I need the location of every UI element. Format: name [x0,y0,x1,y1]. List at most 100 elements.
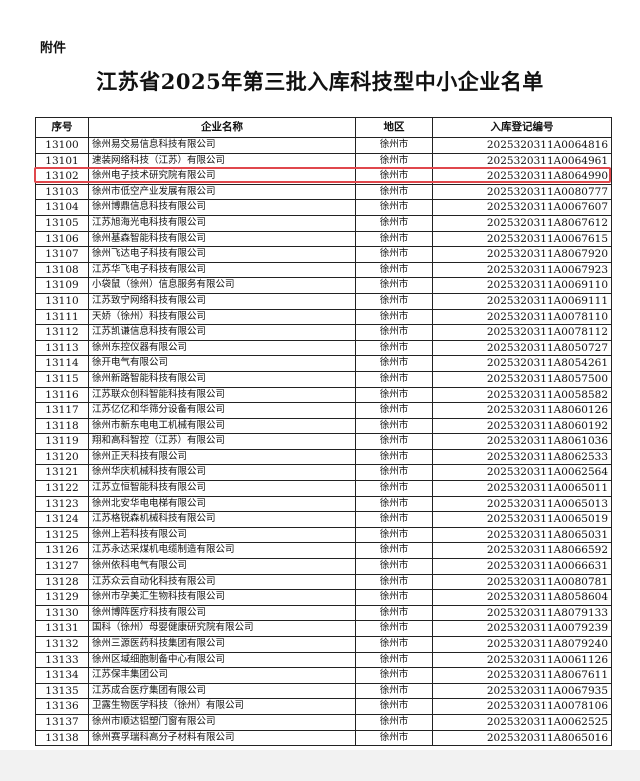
company-name: 徐州北安华电电梯有限公司 [88,495,356,513]
company-name: 翔和高科智控（江苏）有限公司 [88,433,356,450]
company-name: 徐州东控仪器有限公司 [88,339,356,357]
registration-number: 2025320311A0067607 [432,199,612,216]
table-row: 13103 徐州市低空产业发展有限公司 徐州市 2025320311A0080777 [35,183,612,201]
registration-number: 2025320311A0080781 [432,573,612,591]
table-row: 13121 徐州华庆机械科技有限公司 徐州市 2025320311A0062564 [35,464,612,482]
region: 徐州市 [355,402,433,419]
company-name: 徐州区域细胞制备中心有限公司 [88,651,356,669]
table-row: 13110 江苏致宁网络科技有限公司 徐州市 2025320311A0069111 [35,292,612,310]
registration-number: 2025320311A0078110 [432,308,612,326]
row-index: 13116 [35,386,89,404]
header-index: 序号 [35,117,89,138]
row-index: 13120 [35,448,89,466]
table-row: 13104 徐州博鼎信息科技有限公司 徐州市 2025320311A0067607 [35,199,612,216]
region: 徐州市 [355,246,433,263]
row-index: 13106 [35,230,89,248]
row-index: 13126 [35,542,89,560]
registration-number: 2025320311A8065016 [432,729,612,747]
table-row: 13109 小袋鼠（徐州）信息服务有限公司 徐州市 2025320311A006911… [35,277,612,294]
row-index: 13123 [35,495,89,513]
company-name: 徐州华庆机械科技有限公司 [88,464,356,482]
region: 徐州市 [355,573,433,591]
company-name: 徐州上若科技有限公司 [88,526,356,544]
company-name: 徐州市低空产业发展有限公司 [88,183,356,201]
company-name: 江苏联众创科智能科技有限公司 [88,386,356,404]
company-name: 卫露生物医学科技（徐州）有限公司 [88,698,356,715]
registration-number: 2025320311A8067920 [432,246,612,263]
row-index: 13121 [35,464,89,482]
attachment-label: 附件 [40,41,67,56]
registration-number: 2025320311A0065019 [432,511,612,528]
table-row: 13131 国科（徐州）母婴健康研究院有限公司 徐州市 2025320311A0079… [35,620,612,637]
registration-number: 2025320311A0079239 [432,620,612,637]
registration-number: 2025320311A0069111 [432,292,612,310]
table-row: 13129 徐州市孕美汇生物科技有限公司 徐州市 2025320311A8058604 [35,589,612,606]
table-row: 13132 徐州三源医药科技集团有限公司 徐州市 2025320311A8079240 [35,636,612,653]
region: 徐州市 [355,417,433,435]
region: 徐州市 [355,729,433,747]
row-index: 13111 [35,308,89,326]
region: 徐州市 [355,651,433,669]
region: 徐州市 [355,713,433,731]
row-index: 13137 [35,713,89,731]
row-index: 13135 [35,682,89,700]
registration-number: 2025320311A8079133 [432,604,612,622]
registration-number: 2025320311A8067612 [432,214,612,232]
row-index: 13131 [35,620,89,637]
registration-number: 2025320311A0078112 [432,324,612,341]
table-row: 13124 江苏格锐森机械科技有限公司 徐州市 2025320311A0065019 [35,511,612,528]
row-index: 13130 [35,604,89,622]
registration-number: 2025320311A0065013 [432,495,612,513]
table-row: 13137 徐州市顺达铝塑门窗有限公司 徐州市 2025320311A0062525 [35,713,612,731]
company-name: 徐州易交易信息科技有限公司 [88,137,356,154]
company-name: 江苏成合医疗集团有限公司 [88,682,356,700]
table-row: 13133 徐州区域细胞制备中心有限公司 徐州市 2025320311A0061126 [35,651,612,669]
table-row: 13100 徐州易交易信息科技有限公司 徐州市 2025320311A0064816 [35,137,612,154]
row-index: 13132 [35,636,89,653]
table-row: 13117 江苏亿亿和华筛分设备有限公司 徐州市 2025320311A8060126 [35,402,612,419]
registration-number: 2025320311A0062525 [432,713,612,731]
row-index: 13122 [35,480,89,497]
row-index: 13133 [35,651,89,669]
company-name: 徐州赛孚瑞科高分子材料有限公司 [88,729,356,747]
company-name: 小袋鼠（徐州）信息服务有限公司 [88,277,356,294]
row-index: 13134 [35,667,89,684]
registration-number: 2025320311A8064990 [432,168,612,185]
registration-number: 2025320311A0062564 [432,464,612,482]
registration-number: 2025320311A0058582 [432,386,612,404]
table-row: 13116 江苏联众创科智能科技有限公司 徐州市 2025320311A0058582 [35,386,612,404]
header-registration-number: 入库登记编号 [432,117,612,138]
table-header-row: 序号 企业名称 地区 入库登记编号 [35,117,612,138]
region: 徐州市 [355,230,433,248]
registration-number: 2025320311A0067923 [432,261,612,279]
region: 徐州市 [355,464,433,482]
registration-number: 2025320311A0065011 [432,480,612,497]
registration-number: 2025320311A8054261 [432,355,612,372]
table-row: 13101 速装网络科技（江苏）有限公司 徐州市 2025320311A0064961 [35,152,612,170]
company-name: 江苏旭海光电科技有限公司 [88,214,356,232]
table-row: 13138 徐州赛孚瑞科高分子材料有限公司 徐州市 2025320311A806501… [35,729,612,747]
company-name: 徐州博阵医疗科技有限公司 [88,604,356,622]
region: 徐州市 [355,495,433,513]
row-index: 13100 [35,137,89,154]
table-row: 13111 天娇（徐州）科技有限公司 徐州市 2025320311A0078110 [35,308,612,326]
registration-number: 2025320311A8060192 [432,417,612,435]
table-row: 13118 徐州市新东电电工机械有限公司 徐州市 2025320311A8060192 [35,417,612,435]
region: 徐州市 [355,604,433,622]
company-name: 江苏格锐森机械科技有限公司 [88,511,356,528]
row-index: 13105 [35,214,89,232]
row-index: 13125 [35,526,89,544]
region: 徐州市 [355,448,433,466]
table-row: 13114 徐开电气有限公司 徐州市 2025320311A8054261 [35,355,612,372]
registration-number: 2025320311A0069110 [432,277,612,294]
row-index: 13109 [35,277,89,294]
row-index: 13136 [35,698,89,715]
registration-number: 2025320311A8057500 [432,370,612,388]
table-row: 13127 徐州依科电气有限公司 徐州市 2025320311A0066631 [35,558,612,575]
region: 徐州市 [355,339,433,357]
company-name: 徐州市顺达铝塑门窗有限公司 [88,713,356,731]
table-row: 13126 江苏永达采煤机电缆制造有限公司 徐州市 2025320311A806659… [35,542,612,560]
company-name: 徐州市新东电电工机械有限公司 [88,417,356,435]
company-name: 速装网络科技（江苏）有限公司 [88,152,356,170]
row-index: 13110 [35,292,89,310]
